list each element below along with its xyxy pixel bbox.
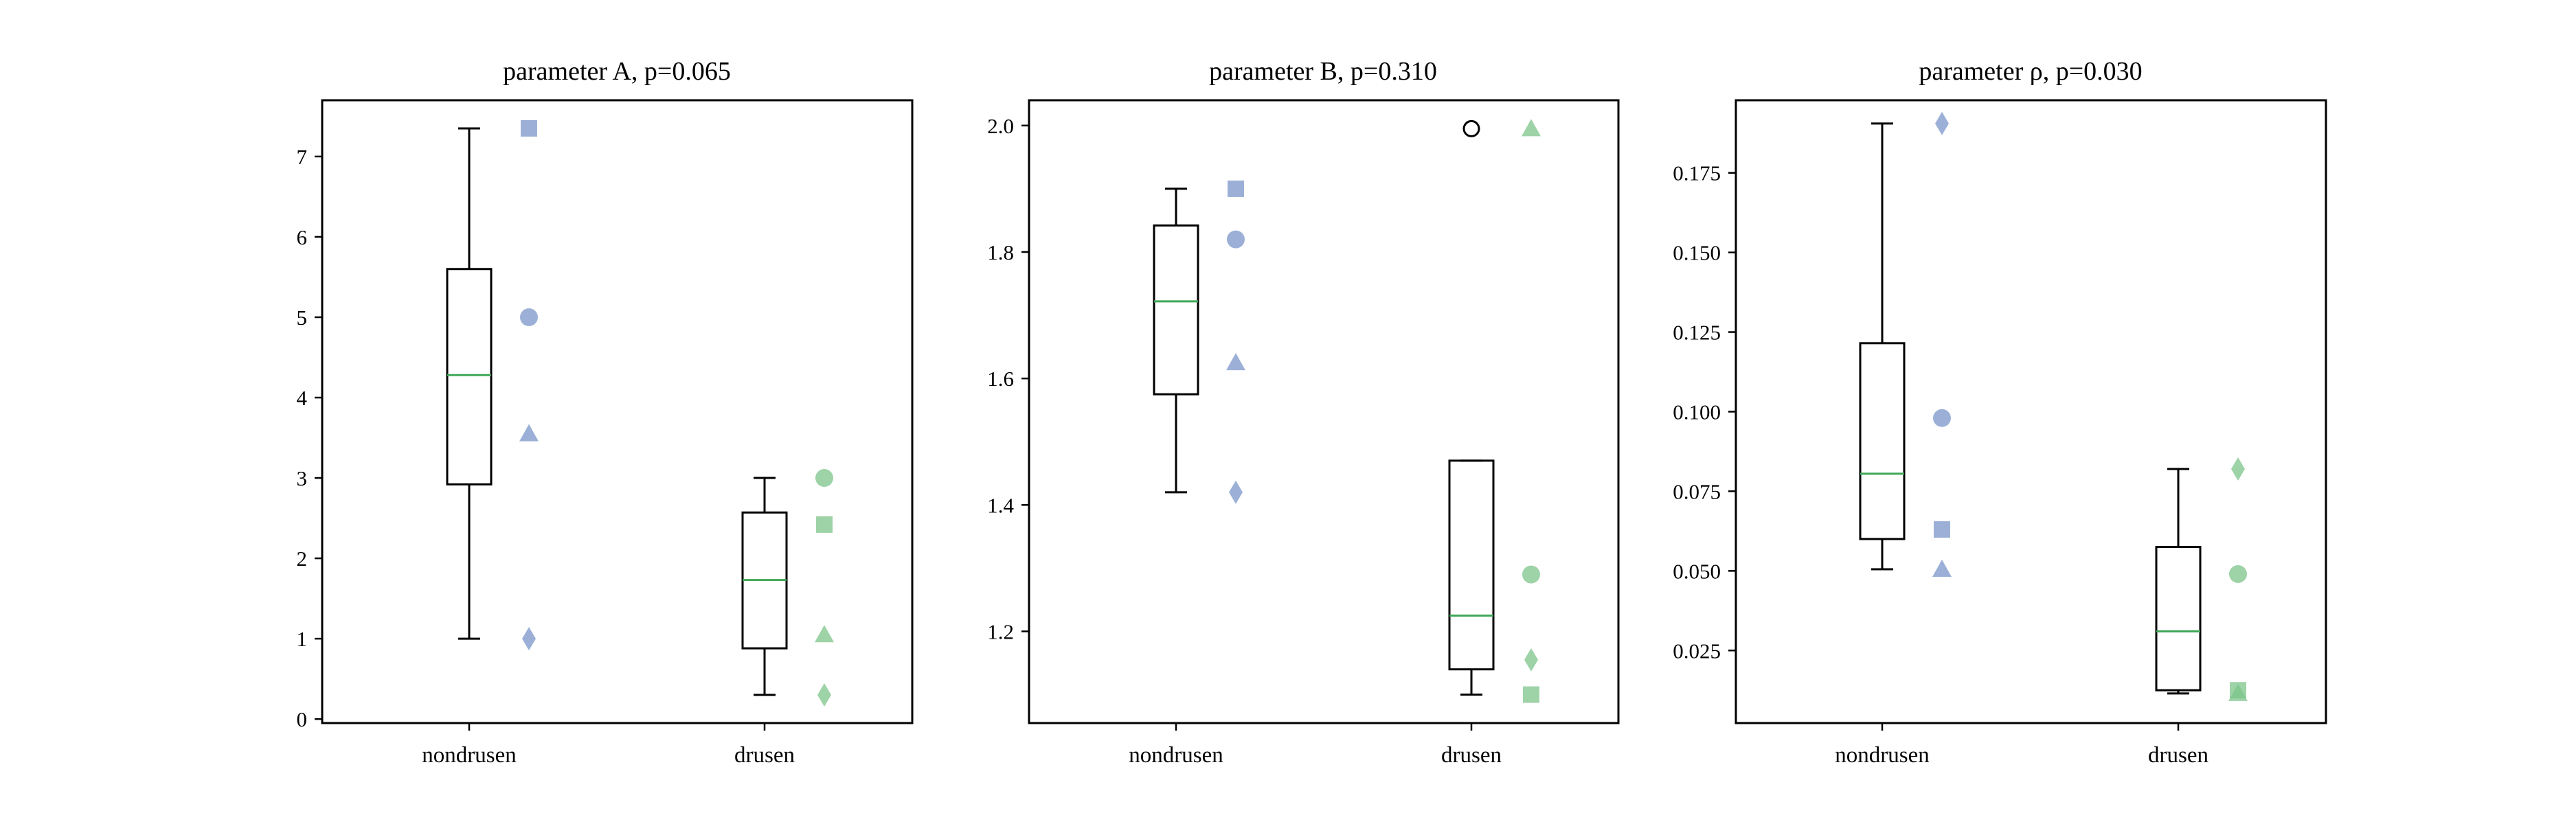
- category-label-nondrusen: nondrusen: [1835, 743, 1929, 768]
- data-point-circle: [1227, 230, 1245, 249]
- y-tick-label: 1.2: [987, 619, 1014, 643]
- data-point-triangle: [2228, 683, 2248, 701]
- outlier-point: [1462, 119, 1480, 137]
- box-nondrusen: [446, 127, 493, 640]
- plot-frame: [1735, 99, 2327, 724]
- y-tick-label: 4: [297, 386, 308, 410]
- box-drusen: [1448, 119, 1495, 696]
- category-label-nondrusen: nondrusen: [422, 743, 516, 768]
- plot-frame: [1028, 99, 1620, 724]
- data-point-square: [1228, 180, 1244, 197]
- data-point-triangle: [815, 625, 834, 643]
- data-point-square: [1934, 521, 1950, 538]
- data-point-diamond: [2231, 457, 2245, 481]
- panel-parameter-rho: parameter ρ, p=0.030 nondrusen drusen 0.…: [1673, 57, 2327, 768]
- box-nondrusen: [1859, 122, 1906, 571]
- iqr-box: [1859, 342, 1906, 540]
- data-point-triangle: [1522, 119, 1541, 137]
- y-tick-label: 0: [297, 707, 308, 731]
- data-point-diamond: [1229, 480, 1243, 504]
- y-tick-label: 1.6: [987, 367, 1014, 391]
- y-tick-label: 0.150: [1673, 241, 1721, 265]
- box-drusen: [741, 477, 788, 696]
- data-point-diamond: [1524, 648, 1538, 672]
- panel-title: parameter ρ, p=0.030: [1919, 57, 2142, 86]
- y-tick-label: 1.4: [987, 493, 1014, 517]
- iqr-box: [1448, 459, 1495, 671]
- data-point-diamond: [1935, 111, 1949, 135]
- data-point-circle: [2229, 564, 2247, 583]
- y-tick-label: 0.100: [1673, 400, 1721, 424]
- iqr-box: [2155, 546, 2202, 691]
- data-point-triangle: [1226, 353, 1245, 371]
- y-tick-label: 0.175: [1673, 161, 1721, 185]
- y-tick-label: 7: [297, 145, 308, 169]
- data-point-circle: [1522, 565, 1540, 584]
- y-tick-label: 5: [297, 306, 308, 330]
- data-point-triangle: [519, 424, 539, 442]
- iqr-box: [1153, 224, 1199, 396]
- data-point-circle: [1933, 409, 1951, 427]
- panel-parameter-b: parameter B, p=0.310 nondrusen drusen 1.…: [987, 57, 1620, 768]
- data-point-circle: [815, 469, 833, 488]
- y-tick-label: 0.125: [1673, 321, 1721, 345]
- data-point-diamond: [817, 683, 831, 707]
- box-drusen: [2155, 468, 2202, 695]
- y-tick-label: 6: [297, 225, 308, 249]
- data-point-square: [1523, 686, 1539, 703]
- data-point-square: [816, 516, 833, 533]
- y-tick-label: 1.8: [987, 240, 1014, 264]
- data-point-triangle: [1932, 560, 1952, 577]
- y-tick-label: 0.025: [1673, 639, 1721, 663]
- category-label-drusen: drusen: [734, 743, 795, 768]
- data-point-circle: [520, 308, 538, 326]
- y-tick-label: 3: [297, 466, 308, 490]
- y-tick-label: 2.0: [987, 114, 1014, 138]
- panel-parameter-a: parameter A, p=0.065 nondrusen drusen 0 1…: [297, 57, 914, 768]
- y-tick-label: 0.075: [1673, 479, 1721, 503]
- y-tick-label: 1: [297, 627, 308, 651]
- plot-frame: [321, 99, 914, 724]
- y-tick-label: 2: [297, 547, 308, 571]
- panel-title: parameter A, p=0.065: [503, 57, 731, 86]
- category-label-nondrusen: nondrusen: [1129, 743, 1223, 768]
- category-label-drusen: drusen: [1441, 743, 1502, 768]
- category-label-drusen: drusen: [2148, 743, 2208, 768]
- box-nondrusen: [1153, 187, 1199, 494]
- iqr-box: [446, 268, 493, 485]
- data-point-square: [521, 119, 537, 137]
- panel-title: parameter B, p=0.310: [1209, 57, 1437, 86]
- y-tick-label: 0.050: [1673, 559, 1721, 583]
- data-point-diamond: [522, 627, 536, 651]
